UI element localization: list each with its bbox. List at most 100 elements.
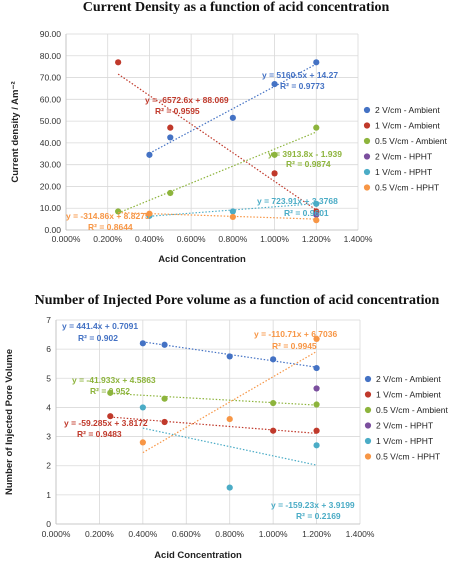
y-tick-label: 60.00 [40, 94, 62, 104]
legend-entry: 1 V/cm - HPHT [376, 436, 433, 446]
legend-marker [364, 406, 372, 414]
data-point [313, 217, 320, 224]
legend-entry: 0.5 V/cm - HPHT [375, 183, 439, 193]
trend-equation: y = -41.933x + 4.5863 [72, 375, 156, 385]
data-point [139, 340, 146, 347]
x-tick-label: 0.600% [172, 529, 201, 539]
data-point [161, 418, 168, 426]
x-tick-label: 1.400% [346, 529, 375, 539]
legend-entry: 2 V/cm - HPHT [376, 421, 433, 431]
data-point [146, 151, 153, 158]
x-tick-label: 1.200% [302, 529, 331, 539]
data-point [139, 404, 146, 411]
data-point [270, 356, 277, 363]
x-tick-label: 0.800% [218, 234, 247, 244]
trend-r-squared: R² = 0.9945 [272, 341, 317, 351]
trend-equation: y = -314.86x + 8.8275 [66, 211, 150, 221]
trend-equation: y = 441.4x + 0.7091 [62, 321, 138, 331]
y-tick-label: 3 [46, 432, 51, 442]
x-tick-label: 0.000% [42, 529, 71, 539]
data-point [226, 353, 233, 360]
trend-r-squared: R² = 0.9874 [286, 159, 331, 169]
x-axis-label: Acid Concentration [154, 550, 242, 561]
x-tick-label: 0.200% [93, 234, 122, 244]
data-point [229, 208, 236, 215]
legend-entry: 1 V/cm - HPHT [375, 167, 432, 177]
trendline [110, 416, 317, 434]
y-tick-label: 1 [46, 490, 51, 500]
data-point [139, 439, 146, 446]
pore-volume-chart: Number of Injected Pore volume as a func… [4, 293, 448, 561]
trend-equation: y = -59.285x + 3.8172 [64, 418, 148, 428]
data-point [226, 484, 233, 491]
data-point [313, 427, 320, 434]
legend-marker [364, 375, 372, 383]
data-point [107, 413, 114, 420]
y-tick-label: 10.00 [40, 203, 62, 213]
trend-equation: y = 723.91x + 3.3768 [257, 196, 338, 206]
y-tick-label: 80.00 [40, 51, 62, 61]
trend-r-squared: R² = 0.2169 [296, 511, 341, 521]
trend-equation: y = 5160.5x + 14.27 [262, 70, 338, 80]
x-tick-label: 1.400% [344, 234, 373, 244]
data-point [167, 124, 174, 131]
data-point [229, 213, 236, 221]
x-tick-label: 1.000% [260, 234, 289, 244]
data-point [167, 134, 174, 141]
data-point [107, 389, 114, 396]
x-tick-label: 0.400% [128, 529, 157, 539]
trend-r-squared: R² = 0.9601 [284, 208, 329, 218]
trend-equation: y = 3913.8x - 1.939 [268, 149, 342, 159]
x-tick-label: 0.000% [52, 234, 81, 244]
legend-marker [363, 106, 371, 114]
x-tick-label: 1.200% [302, 234, 331, 244]
legend-entry: 2 V/cm - Ambient [376, 374, 441, 384]
data-point [161, 341, 168, 348]
legend-entry: 2 V/cm - Ambient [375, 105, 440, 115]
y-tick-label: 7 [46, 315, 51, 325]
legend-marker [364, 453, 372, 460]
legend-entry: 0.5 V/cm - Ambient [375, 136, 447, 146]
legend-marker [363, 137, 371, 145]
y-tick-label: 30.00 [40, 160, 62, 170]
trendline [142, 350, 317, 454]
y-tick-label: 20.00 [40, 181, 62, 191]
data-point [313, 385, 320, 392]
x-tick-label: 0.800% [215, 529, 244, 539]
legend-marker [363, 168, 371, 176]
legend-entry: 0.5 V/cm - Ambient [376, 405, 448, 415]
data-point [146, 210, 153, 217]
y-axis-label: Number of Injected Pore Volume [4, 349, 15, 495]
trend-r-squared: R² = 0.952 [90, 386, 130, 396]
data-point [271, 80, 278, 88]
x-tick-label: 1.000% [259, 529, 288, 539]
legend-marker [364, 422, 372, 429]
data-point [313, 335, 320, 343]
data-point [313, 364, 320, 372]
trendline [117, 73, 317, 211]
data-point [161, 395, 168, 402]
trend-equation: y = -159.23x + 3.9199 [271, 500, 355, 510]
legend-entry: 0.5 V/cm - HPHT [376, 452, 440, 462]
y-tick-label: 70.00 [40, 73, 62, 83]
trendline [117, 131, 317, 214]
trend-r-squared: R² = 0.9595 [155, 106, 200, 116]
current-density-chart: Current Density as a function of acid co… [10, 0, 447, 265]
data-point [167, 189, 174, 197]
trend-equation: y = -110.71x + 6.7036 [254, 329, 337, 339]
data-point [313, 211, 320, 218]
data-point [270, 399, 277, 407]
trend-r-squared: R² = 0.9483 [77, 429, 122, 439]
trendline [110, 392, 317, 406]
y-tick-label: 5 [46, 373, 51, 383]
data-point [226, 415, 233, 423]
y-tick-label: 50.00 [40, 116, 62, 126]
data-point [313, 442, 320, 449]
trendline [142, 341, 317, 368]
legend-marker [363, 184, 371, 191]
legend-entry: 2 V/cm - HPHT [375, 152, 432, 162]
chart-title: Number of Injected Pore volume as a func… [35, 293, 440, 308]
legend-marker [363, 153, 371, 160]
legend-entry: 1 V/cm - Ambient [376, 390, 441, 400]
